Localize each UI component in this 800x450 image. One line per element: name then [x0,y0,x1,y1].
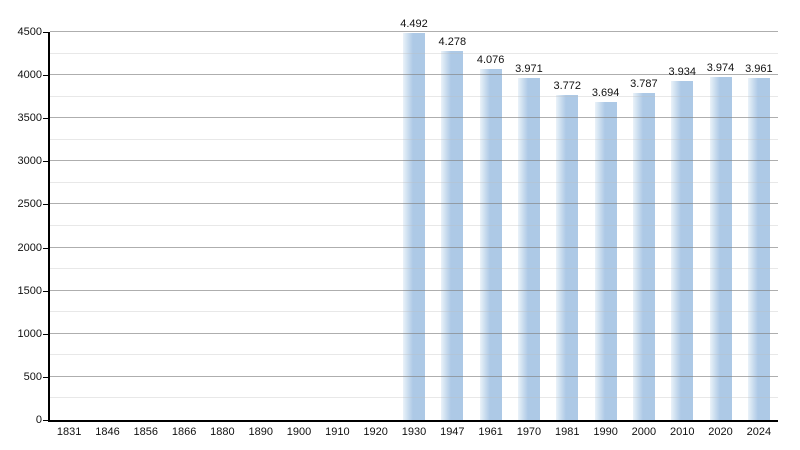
y-tick-label-1500: 1500 [17,284,42,297]
gridline-major [50,289,778,291]
x-tick-label-1831: 1831 [56,426,82,438]
bar-value-label-1947: 4.278 [438,36,467,49]
x-tick-label-2020: 2020 [708,426,733,438]
bar-value-label-2024: 3.961 [745,63,773,76]
gridline-minor [50,268,778,270]
y-tick-mark [43,75,48,77]
y-tick-label-500: 500 [23,370,42,383]
x-tick-label-2000: 2000 [631,426,657,438]
y-tick-label-2500: 2500 [17,198,42,211]
gridline-minor [50,311,778,313]
bar-1947 [441,51,464,420]
bar-1930 [403,32,425,420]
x-tick-label-1866: 1866 [171,426,197,438]
x-tick-label-1981: 1981 [555,426,580,438]
bar-value-label-1930: 4.492 [400,17,428,30]
gridline-major [50,246,778,248]
x-tick-label-1900: 1900 [286,426,312,438]
gridline-major [50,160,778,162]
y-tick-mark [43,247,48,249]
bar-2010 [671,80,694,420]
y-tick-mark [43,290,48,292]
x-tick-label-2024: 2024 [746,426,772,438]
y-tick-label-4000: 4000 [17,69,42,82]
bar-value-label-1981: 3.772 [553,79,582,92]
gridline-minor [50,397,778,399]
x-tick-label-1990: 1990 [593,426,618,438]
bar-value-label-2010: 3.934 [668,65,696,78]
y-tick-label-2000: 2000 [17,241,42,254]
bar-2020 [709,77,732,420]
y-tick-mark [43,376,48,378]
bar-2000 [632,93,655,420]
y-tick-mark [43,204,48,206]
y-tick-label-1000: 1000 [17,327,42,340]
bar-value-label-2000: 3.787 [630,78,658,91]
x-tick-label-1846: 1846 [95,426,120,438]
gridline-major [50,117,778,119]
y-tick-mark [43,333,48,335]
plot-area: 4.492 4.278 4.076 3.971 3.772 3.694 3.787 3.934… [48,18,778,422]
bar-1970 [517,77,540,420]
x-tick-label-1880: 1880 [210,426,235,438]
gridline-minor [50,225,778,226]
y-tick-label-0: 0 [35,414,42,426]
gridline-major [50,31,778,32]
gridline-minor [50,138,778,140]
bar-2024 [747,78,770,420]
x-tick-label-1920: 1920 [363,426,388,438]
y-tick-mark [43,32,48,33]
bar-1990 [594,101,617,420]
x-tick-label-1856: 1856 [133,426,159,438]
x-tick-label-1970: 1970 [516,426,542,438]
bar-value-label-1990: 3.694 [591,86,620,99]
x-tick-label-2010: 2010 [669,426,695,438]
x-tick-label-1890: 1890 [248,426,273,438]
y-tick-mark [43,118,48,120]
x-tick-label-1961: 1961 [478,426,503,438]
y-tick-label-4500: 4500 [17,26,42,38]
y-tick-mark [43,420,48,421]
gridline-major [50,375,778,377]
bar-value-label-1970: 3.971 [515,62,543,75]
x-tick-label-1947: 1947 [440,426,465,438]
gridline-major [50,74,778,76]
bar-value-label-1961: 4.076 [476,53,505,66]
y-tick-mark [43,161,48,163]
bar-1981 [556,94,579,420]
gridline-minor [50,181,778,183]
gridline-minor [50,95,778,97]
x-tick-label-1910: 1910 [325,426,350,438]
gridline-major [50,332,778,334]
gridline-minor [50,354,778,356]
gridline-major [50,203,778,205]
bar-value-label-2020: 3.974 [706,62,735,75]
y-tick-label-3500: 3500 [17,112,42,125]
gridline-minor [50,52,778,54]
bar-1961 [479,68,502,420]
y-tick-label-3000: 3000 [17,155,42,168]
x-tick-label-1930: 1930 [401,426,427,438]
